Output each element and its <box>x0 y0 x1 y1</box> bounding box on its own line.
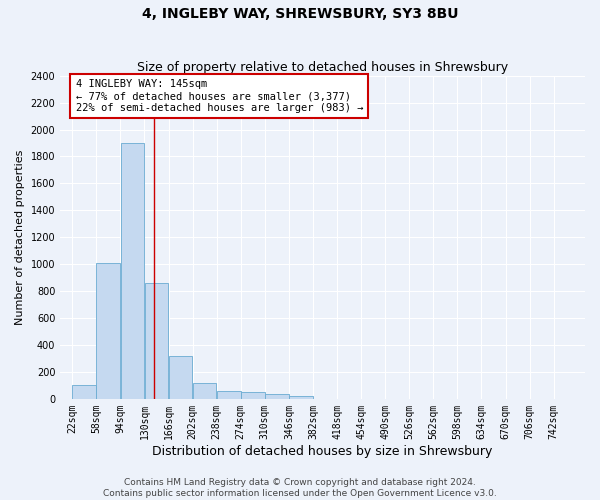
Bar <box>169 356 193 399</box>
Text: 4 INGLEBY WAY: 145sqm
← 77% of detached houses are smaller (3,377)
22% of semi-d: 4 INGLEBY WAY: 145sqm ← 77% of detached … <box>76 80 363 112</box>
Title: Size of property relative to detached houses in Shrewsbury: Size of property relative to detached ho… <box>137 62 508 74</box>
Bar <box>241 392 265 399</box>
Text: Contains HM Land Registry data © Crown copyright and database right 2024.
Contai: Contains HM Land Registry data © Crown c… <box>103 478 497 498</box>
Bar <box>73 386 96 399</box>
Bar <box>217 391 241 399</box>
Text: 4, INGLEBY WAY, SHREWSBURY, SY3 8BU: 4, INGLEBY WAY, SHREWSBURY, SY3 8BU <box>142 8 458 22</box>
Bar <box>97 263 120 399</box>
Bar <box>145 283 169 399</box>
Bar <box>265 394 289 399</box>
Bar <box>289 396 313 399</box>
Y-axis label: Number of detached properties: Number of detached properties <box>15 150 25 325</box>
X-axis label: Distribution of detached houses by size in Shrewsbury: Distribution of detached houses by size … <box>152 444 493 458</box>
Bar <box>121 143 144 399</box>
Bar <box>193 382 217 399</box>
